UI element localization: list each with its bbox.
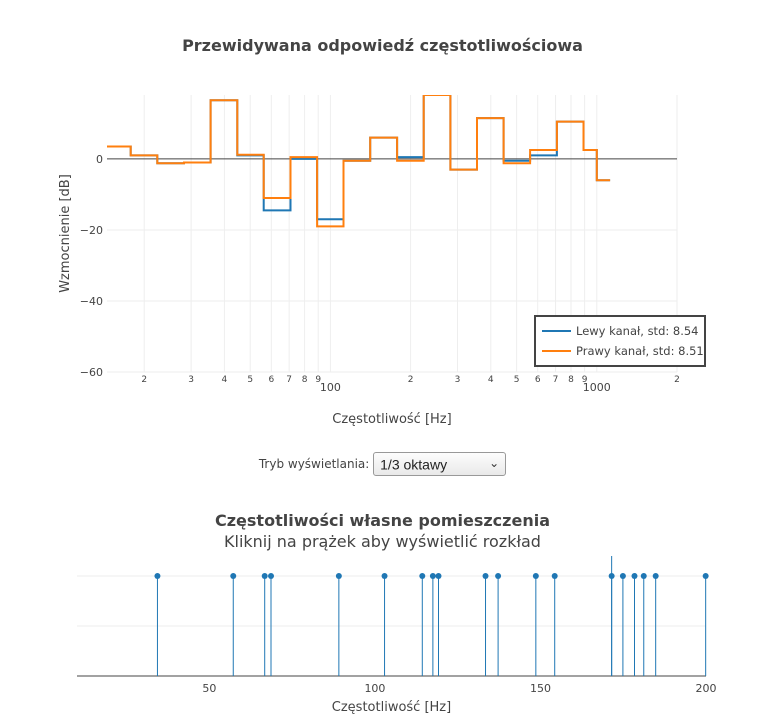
x-tick-label: 150 [530, 682, 551, 695]
mode-point [652, 573, 659, 579]
x-minor-tick-label: 9 [582, 375, 588, 385]
x-axis-title: Częstotliwość [Hz] [332, 412, 451, 427]
legend: Lewy kanał, std: 8.54 Prawy kanał, std: 8… [534, 315, 706, 367]
legend-entry: Lewy kanał, std: 8.54 [576, 324, 699, 338]
x-minor-tick-label: 4 [222, 375, 228, 385]
mode-point [435, 573, 442, 579]
x-minor-tick-label: 5 [514, 375, 520, 385]
x-minor-tick-label: 7 [553, 375, 559, 385]
x-major-tick-label: 1000 [583, 381, 611, 394]
x-minor-tick-label: 6 [535, 375, 541, 385]
room-modes-title: Częstotliwości własne pomieszczenia [215, 511, 550, 530]
x-minor-tick-label: 9 [315, 375, 321, 385]
chevron-down-icon: ⌄ [489, 456, 500, 470]
x-minor-tick-label: 7 [286, 375, 292, 385]
mode-point [482, 573, 489, 579]
mode-point [608, 573, 615, 579]
mode-point [429, 573, 436, 579]
y-tick-label: −40 [80, 295, 103, 308]
legend-box [534, 315, 706, 367]
mode-point [154, 573, 161, 579]
series-line-left [107, 95, 611, 221]
x-minor-tick-label: 2 [408, 375, 414, 385]
mode-point [419, 573, 426, 579]
y-axis-title: Wzmocnienie [dB] [58, 174, 73, 293]
chart-title: Przewidywana odpowiedź częstotliwościowa [182, 36, 583, 55]
series-line-right [107, 95, 611, 228]
mode-point [495, 573, 502, 579]
mode-point [381, 573, 388, 579]
mode-point [640, 573, 647, 579]
mode-point [551, 573, 558, 579]
mode-point [335, 573, 342, 579]
display-mode-value: 1/3 oktawy [380, 456, 448, 473]
display-mode-label: Tryb wyświetlania: [258, 457, 370, 471]
mode-point [230, 573, 237, 579]
x-axis-title: Częstotliwość [Hz] [332, 700, 451, 715]
x-tick-label: 50 [202, 682, 216, 695]
x-minor-tick-label: 2 [141, 375, 147, 385]
x-minor-tick-label: 3 [455, 375, 461, 385]
mode-point [619, 573, 626, 579]
mode-point [631, 573, 638, 579]
x-minor-tick-label: 5 [247, 375, 253, 385]
y-tick-label: −60 [80, 366, 103, 379]
x-tick-label: 100 [364, 682, 385, 695]
x-minor-tick-label: 3 [188, 375, 194, 385]
x-minor-tick-label: 2 [674, 375, 680, 385]
x-minor-tick-label: 6 [268, 375, 274, 385]
mode-point [702, 573, 709, 579]
legend-entry: Prawy kanał, std: 8.51 [576, 344, 704, 358]
mode-point [267, 573, 274, 579]
y-tick-label: −20 [80, 224, 103, 237]
x-tick-label: 200 [696, 682, 717, 695]
y-tick-label: 0 [96, 153, 103, 166]
mode-point [261, 573, 268, 579]
x-minor-tick-label: 8 [302, 375, 308, 385]
x-minor-tick-label: 4 [488, 375, 494, 385]
room-modes-subtitle: Kliknij na prążek aby wyświetlić rozkład [224, 532, 541, 551]
x-minor-tick-label: 8 [568, 375, 574, 385]
display-mode-row: Tryb wyświetlania: 1/3 oktawy ⌄ [0, 452, 765, 476]
display-mode-select[interactable]: 1/3 oktawy ⌄ [373, 452, 507, 476]
mode-point [532, 573, 539, 579]
x-major-tick-label: 100 [320, 381, 341, 394]
